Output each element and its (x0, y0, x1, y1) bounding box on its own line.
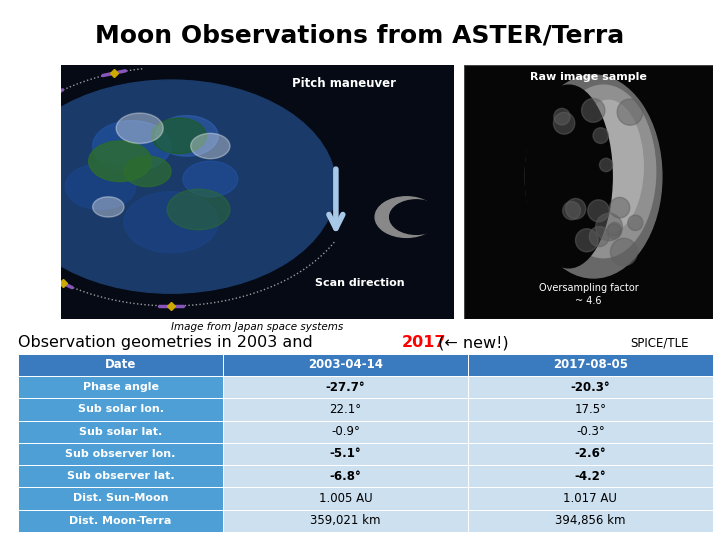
Circle shape (116, 113, 163, 144)
Circle shape (156, 116, 218, 156)
Ellipse shape (526, 75, 662, 278)
FancyBboxPatch shape (18, 465, 223, 487)
FancyBboxPatch shape (468, 443, 713, 465)
Text: -0.9°: -0.9° (331, 425, 360, 438)
FancyBboxPatch shape (223, 376, 468, 399)
Text: Moon Observations from ASTER/Terra: Moon Observations from ASTER/Terra (95, 24, 625, 48)
FancyBboxPatch shape (18, 421, 223, 443)
Circle shape (124, 192, 218, 253)
Text: 394,856 km: 394,856 km (555, 514, 626, 527)
FancyBboxPatch shape (468, 421, 713, 443)
Circle shape (575, 229, 598, 252)
Text: Dist. Sun-Moon: Dist. Sun-Moon (73, 494, 168, 503)
Text: 2017: 2017 (402, 335, 446, 350)
Circle shape (390, 200, 443, 234)
Text: Sub observer lat.: Sub observer lat. (67, 471, 174, 481)
FancyBboxPatch shape (223, 399, 468, 421)
Text: (← new!): (← new!) (433, 335, 509, 350)
Text: Date: Date (105, 359, 136, 372)
Circle shape (606, 224, 621, 239)
FancyBboxPatch shape (18, 510, 223, 532)
FancyBboxPatch shape (223, 510, 468, 532)
Ellipse shape (526, 85, 612, 268)
Text: Image from Japan space systems: Image from Japan space systems (171, 322, 343, 332)
Text: Sub observer lon.: Sub observer lon. (66, 449, 176, 459)
Text: 17.5°: 17.5° (575, 403, 606, 416)
FancyBboxPatch shape (223, 465, 468, 487)
Circle shape (608, 222, 621, 236)
FancyBboxPatch shape (468, 510, 713, 532)
Ellipse shape (574, 100, 643, 232)
Text: Sub solar lon.: Sub solar lon. (78, 404, 163, 414)
FancyBboxPatch shape (464, 65, 713, 319)
Text: Observation geometries in 2003 and: Observation geometries in 2003 and (18, 335, 318, 350)
Circle shape (191, 133, 230, 159)
Text: -0.3°: -0.3° (576, 425, 605, 438)
Circle shape (595, 213, 623, 241)
Circle shape (588, 200, 609, 222)
Circle shape (617, 99, 643, 125)
Text: 1.005 AU: 1.005 AU (319, 492, 372, 505)
FancyBboxPatch shape (223, 487, 468, 510)
Text: -6.8°: -6.8° (330, 470, 361, 483)
Text: SPICE/TLE: SPICE/TLE (630, 336, 688, 349)
Circle shape (600, 158, 613, 172)
Circle shape (124, 156, 171, 187)
Circle shape (628, 215, 643, 231)
Circle shape (167, 189, 230, 230)
Text: Dist. Moon-Terra: Dist. Moon-Terra (69, 516, 172, 526)
Text: 2017-08-05: 2017-08-05 (553, 359, 628, 372)
Text: Raw image sample: Raw image sample (530, 72, 647, 83)
Circle shape (554, 112, 575, 134)
Circle shape (565, 199, 586, 219)
Circle shape (590, 226, 609, 247)
Circle shape (93, 120, 171, 171)
Circle shape (65, 164, 136, 210)
FancyBboxPatch shape (468, 399, 713, 421)
Text: -2.6°: -2.6° (575, 448, 606, 461)
FancyBboxPatch shape (223, 443, 468, 465)
Circle shape (611, 238, 637, 266)
Circle shape (593, 128, 608, 144)
Text: Sub solar lat.: Sub solar lat. (79, 427, 162, 437)
Circle shape (610, 198, 630, 218)
Circle shape (183, 161, 238, 197)
Circle shape (89, 141, 151, 181)
FancyBboxPatch shape (18, 376, 223, 399)
FancyBboxPatch shape (468, 376, 713, 399)
Text: 359,021 km: 359,021 km (310, 514, 381, 527)
FancyBboxPatch shape (468, 465, 713, 487)
FancyBboxPatch shape (18, 487, 223, 510)
FancyBboxPatch shape (61, 65, 454, 319)
FancyBboxPatch shape (223, 421, 468, 443)
Text: Pitch maneuver: Pitch maneuver (292, 78, 396, 91)
Ellipse shape (552, 85, 656, 258)
Circle shape (375, 197, 438, 238)
Text: -5.1°: -5.1° (330, 448, 361, 461)
Circle shape (562, 201, 580, 220)
Text: Oversampling factor
~ 4.6: Oversampling factor ~ 4.6 (539, 283, 639, 306)
FancyBboxPatch shape (18, 354, 223, 376)
Circle shape (582, 98, 605, 122)
Text: 22.1°: 22.1° (330, 403, 361, 416)
FancyBboxPatch shape (223, 354, 468, 376)
Text: Scan direction: Scan direction (315, 278, 404, 288)
Circle shape (151, 118, 207, 154)
Text: -4.2°: -4.2° (575, 470, 606, 483)
FancyBboxPatch shape (18, 443, 223, 465)
Text: -27.7°: -27.7° (325, 381, 366, 394)
FancyBboxPatch shape (18, 399, 223, 421)
Circle shape (93, 197, 124, 217)
Text: Phase angle: Phase angle (83, 382, 158, 392)
Text: 1.017 AU: 1.017 AU (564, 492, 617, 505)
Circle shape (554, 109, 570, 125)
FancyBboxPatch shape (468, 354, 713, 376)
Text: -20.3°: -20.3° (570, 381, 611, 394)
Circle shape (6, 80, 336, 293)
FancyBboxPatch shape (468, 487, 713, 510)
Text: 2003-04-14: 2003-04-14 (308, 359, 383, 372)
